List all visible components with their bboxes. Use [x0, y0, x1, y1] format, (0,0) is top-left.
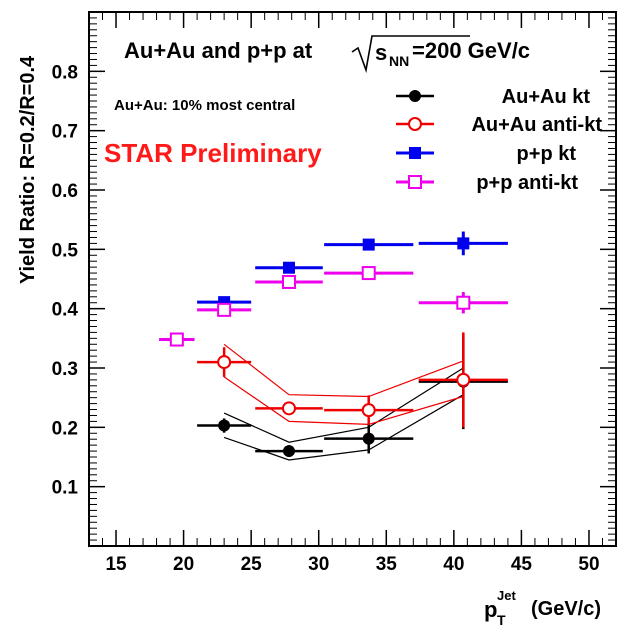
legend-marker-auau-kt — [409, 90, 421, 102]
title-text: Au+Au and p+p at — [124, 38, 313, 63]
legend-label-auau-antikt: Au+Au anti-kt — [471, 114, 602, 136]
x-tick-label: 20 — [173, 554, 194, 575]
title-energy: =200 GeV/c — [412, 38, 530, 63]
point-auau_antikt — [456, 372, 471, 387]
band-auau_antikt-upper — [223, 343, 464, 398]
star-preliminary-label: STAR Preliminary — [104, 138, 322, 168]
tick-layer: 15 20 25 30 35 40 45 50 0.1 0.2 0.3 0.4 0.5 0.6 0.7 0.8 — [52, 12, 616, 575]
legend-marker-pp-antikt — [408, 175, 422, 189]
x-tick-label: 45 — [511, 554, 533, 575]
centrality-note: Au+Au: 10% most central — [114, 97, 295, 114]
y-tick-label: 0.4 — [52, 300, 79, 321]
legend-label-pp-kt: p+p kt — [517, 143, 577, 165]
x-axis-label: p Jet T (GeV/c) — [484, 588, 601, 628]
point-auau_antikt — [217, 355, 232, 370]
point-auau_kt — [362, 432, 375, 445]
y-tick-label: 0.5 — [52, 240, 79, 261]
x-tick-label: 35 — [376, 554, 398, 575]
point-pp_antikt — [169, 332, 184, 347]
band-auau_kt-lower — [223, 394, 464, 461]
legend-entry-auau-kt: Au+Au kt — [396, 86, 590, 108]
data-points — [159, 231, 508, 458]
point-auau_kt — [218, 419, 231, 432]
band-auau_antikt-lower — [223, 376, 464, 426]
x-tick-label: 50 — [578, 554, 599, 575]
legend-entry-pp-kt: p+p kt — [396, 143, 576, 165]
point-pp_kt — [362, 238, 375, 251]
legend-label-auau-kt: Au+Au kt — [502, 86, 591, 108]
legend-marker-pp-kt — [409, 147, 421, 159]
title-sub-nn: NN — [389, 53, 409, 69]
point-pp_antikt — [361, 266, 376, 281]
sqrt-sign — [351, 35, 470, 74]
title-sqrt-s: s — [375, 40, 387, 65]
y-tick-label: 0.1 — [52, 478, 79, 499]
legend-label-pp-antikt: p+p anti-kt — [476, 172, 578, 194]
point-pp_kt — [457, 237, 470, 250]
point-pp_antikt — [456, 295, 471, 310]
x-label-sub: T — [497, 612, 506, 628]
y-tick-label: 0.3 — [52, 359, 78, 380]
legend-marker-auau-antikt — [408, 117, 422, 131]
legend-entry-auau-antikt: Au+Au anti-kt — [396, 114, 602, 136]
band-auau_kt-upper — [223, 367, 464, 443]
x-label-p: p — [484, 597, 497, 622]
point-pp_kt — [282, 261, 295, 274]
y-tick-label: 0.8 — [52, 62, 78, 83]
y-tick-label: 0.2 — [52, 418, 78, 439]
x-tick-label: 40 — [443, 554, 464, 575]
legend: Au+Au kt Au+Au anti-kt p+p kt p+p anti-k… — [396, 86, 602, 194]
point-auau_kt — [282, 445, 295, 458]
x-tick-label: 15 — [105, 554, 127, 575]
x-tick-label: 25 — [241, 554, 263, 575]
y-tick-label: 0.6 — [52, 181, 78, 202]
y-tick-label: 0.7 — [52, 122, 78, 143]
point-auau_antikt — [281, 401, 296, 416]
point-pp_antikt — [217, 302, 232, 317]
chart-title: Au+Au and p+p at s NN =200 GeV/c — [124, 35, 530, 74]
systematic-bands — [223, 343, 464, 461]
x-tick-label: 30 — [308, 554, 329, 575]
point-auau_antikt — [361, 403, 376, 418]
legend-entry-pp-antikt: p+p anti-kt — [396, 172, 578, 194]
point-pp_antikt — [281, 274, 296, 289]
x-label-sup: Jet — [497, 588, 516, 603]
y-axis-label: Yield Ratio: R=0.2/R=0.4 — [17, 55, 39, 284]
x-label-units: (GeV/c) — [531, 598, 601, 620]
